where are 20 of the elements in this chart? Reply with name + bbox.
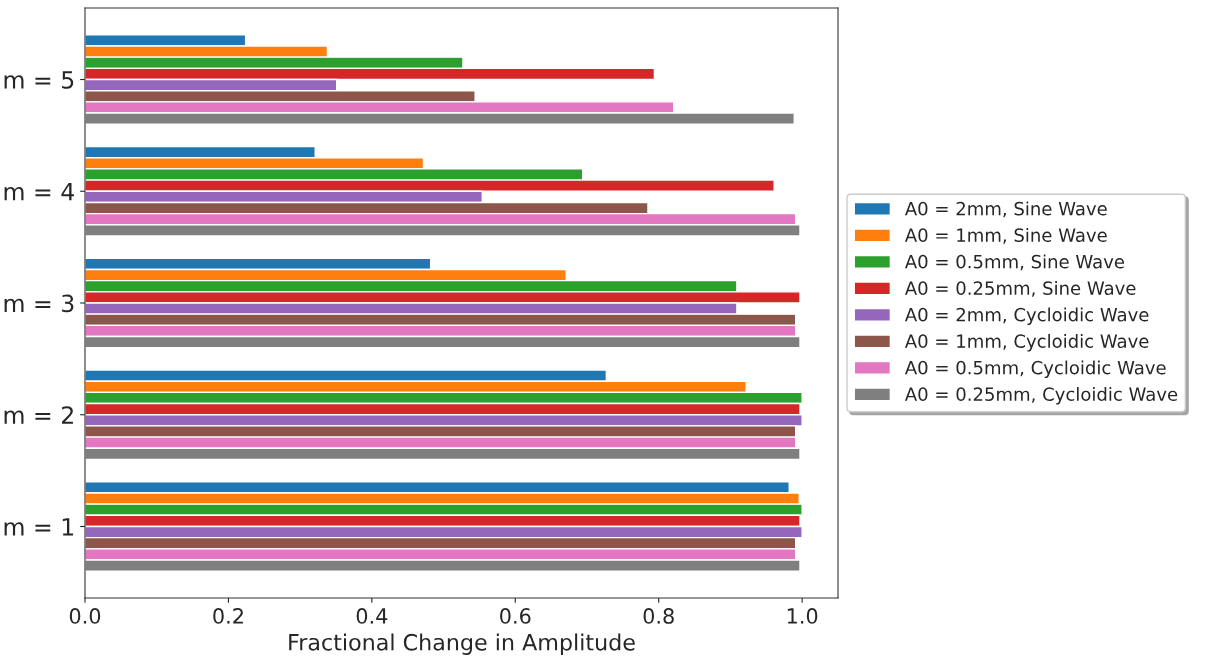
legend-label: A0 = 2mm, Cycloidic Wave bbox=[904, 307, 1149, 325]
legend-label: A0 = 0.25mm, Cycloidic Wave bbox=[904, 387, 1178, 405]
x-tick-label: 0.6 bbox=[500, 608, 531, 624]
y-tick-label: m = 5 bbox=[4, 71, 74, 89]
x-tick-label: 0.8 bbox=[643, 608, 674, 624]
y-tick-label: m = 2 bbox=[4, 406, 73, 424]
y-tick-label: m = 3 bbox=[4, 294, 74, 313]
legend-label: A0 = 0.5mm, Sine Wave bbox=[904, 254, 1124, 271]
y-tick-label: m = 1 bbox=[4, 518, 74, 536]
x-tick-label: 0.2 bbox=[213, 608, 243, 624]
legend-label: A0 = 1mm, Cycloidic Wave bbox=[904, 334, 1149, 352]
y-tick-label: m = 4 bbox=[4, 183, 74, 201]
x-tick-label: 0.4 bbox=[356, 608, 388, 624]
legend-label: A0 = 2mm, Sine Wave bbox=[904, 201, 1107, 218]
x-axis-title: Fractional Change in Amplitude bbox=[289, 633, 635, 655]
legend-label: A0 = 1mm, Sine Wave bbox=[904, 228, 1107, 244]
legend-label: A0 = 0.5mm, Cycloidic Wave bbox=[904, 360, 1166, 378]
legend-label: A0 = 0.25mm, Sine Wave bbox=[904, 281, 1136, 297]
x-tick-label: 0.0 bbox=[69, 608, 101, 624]
x-tick-label: 1.0 bbox=[787, 608, 818, 624]
